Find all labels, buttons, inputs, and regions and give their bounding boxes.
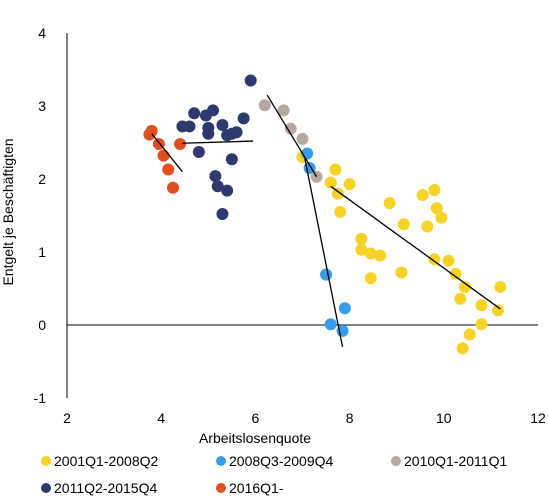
legend-marker xyxy=(41,483,51,493)
point-2011q2-2015q4 xyxy=(244,74,257,87)
legend-marker xyxy=(391,456,401,466)
legend-item-2011q2-2015q4: 2011Q2-2015Q4 xyxy=(41,480,157,496)
point-2011q2-2015q4 xyxy=(211,180,224,193)
point-2001q1-2008q2 xyxy=(430,202,443,215)
point-2011q2-2015q4 xyxy=(183,120,196,133)
y-tick-label: 4 xyxy=(38,25,46,41)
point-2001q1-2008q2 xyxy=(374,249,387,262)
point-2001q1-2008q2 xyxy=(454,292,467,305)
point-2008q3-2009q4 xyxy=(320,268,333,281)
point-2011q2-2015q4 xyxy=(230,126,243,139)
legend-item-2001q1-2008q2: 2001Q1-2008Q2 xyxy=(41,453,159,469)
trendline-2010q1-2011q1 xyxy=(266,94,318,178)
point-2011q2-2015q4 xyxy=(209,170,222,183)
legend-marker xyxy=(216,483,226,493)
legend-label: 2011Q2-2015Q4 xyxy=(54,480,157,496)
point-2016q1 xyxy=(174,137,187,150)
point-2016q1 xyxy=(162,163,175,176)
point-2001q1-2008q2 xyxy=(364,272,377,285)
point-2011q2-2015q4 xyxy=(216,118,229,131)
trendline-2011q2-2015q4 xyxy=(182,140,254,144)
x-tick-label: 4 xyxy=(157,410,165,426)
point-2016q1 xyxy=(145,124,158,137)
legend-label: 2001Q1-2008Q2 xyxy=(54,453,159,469)
point-2010q1-2011q1 xyxy=(296,132,309,145)
point-2001q1-2008q2 xyxy=(364,247,377,260)
legend-marker xyxy=(216,456,226,466)
point-2011q2-2015q4 xyxy=(237,112,250,125)
point-2001q1-2008q2 xyxy=(324,176,337,189)
y-tick-label: 2 xyxy=(38,171,46,187)
x-tick-label: 2 xyxy=(63,410,71,426)
point-2011q2-2015q4 xyxy=(192,145,205,158)
point-2011q2-2015q4 xyxy=(216,208,229,221)
legend: 2001Q1-2008Q2 2008Q3-2009Q4 2010Q1-2011Q1 2… xyxy=(41,453,507,496)
trendline-2016q1 xyxy=(151,133,183,173)
legend-label: 2008Q3-2009Q4 xyxy=(229,453,334,469)
point-2010q1-2011q1 xyxy=(284,122,297,135)
point-2001q1-2008q2 xyxy=(442,254,455,267)
point-2011q2-2015q4 xyxy=(188,107,201,120)
trendline-2001q1-2008q2 xyxy=(330,185,501,310)
point-2001q1-2008q2 xyxy=(331,187,344,200)
data-points xyxy=(143,74,507,355)
point-2001q1-2008q2 xyxy=(475,318,488,331)
point-2011q2-2015q4 xyxy=(225,153,238,166)
point-2001q1-2008q2 xyxy=(383,197,396,210)
point-2001q1-2008q2 xyxy=(494,281,507,294)
point-2001q1-2008q2 xyxy=(435,211,448,224)
y-axis-label: Entgelt je Beschäftigten xyxy=(0,138,16,285)
point-2010q1-2011q1 xyxy=(258,99,271,112)
point-2001q1-2008q2 xyxy=(449,267,462,280)
point-2001q1-2008q2 xyxy=(428,183,441,196)
point-2001q1-2008q2 xyxy=(334,205,347,218)
x-tick-label: 10 xyxy=(436,410,452,426)
point-2008q3-2009q4 xyxy=(338,302,351,315)
legend-item-2008q3-2009q4: 2008Q3-2009Q4 xyxy=(216,453,334,469)
x-tick-label: 6 xyxy=(252,410,260,426)
y-tick-label: -1 xyxy=(34,390,47,406)
trendlines xyxy=(151,94,501,348)
point-2001q1-2008q2 xyxy=(355,232,368,245)
point-2001q1-2008q2 xyxy=(463,328,476,341)
point-2008q3-2009q4 xyxy=(324,318,337,331)
point-2001q1-2008q2 xyxy=(395,266,408,279)
point-2001q1-2008q2 xyxy=(421,220,434,233)
point-2001q1-2008q2 xyxy=(475,299,488,312)
point-2001q1-2008q2 xyxy=(416,189,429,202)
legend-label: 2010Q1-2011Q1 xyxy=(404,453,507,469)
y-tick-label: 0 xyxy=(38,317,46,333)
point-2001q1-2008q2 xyxy=(397,218,410,231)
legend-item-2010q1-2011q1: 2010Q1-2011Q1 xyxy=(391,453,507,469)
x-tick-label: 8 xyxy=(346,410,354,426)
y-tick-label: 1 xyxy=(38,244,46,260)
legend-marker xyxy=(41,456,51,466)
point-2011q2-2015q4 xyxy=(207,104,220,117)
x-tick-label: 12 xyxy=(530,410,546,426)
legend-label: 2016Q1- xyxy=(229,480,284,496)
point-2011q2-2015q4 xyxy=(221,184,234,197)
trendline-2008q3-2009q4 xyxy=(304,158,344,348)
point-2016q1 xyxy=(166,181,179,194)
point-2001q1-2008q2 xyxy=(355,243,368,256)
point-2010q1-2011q1 xyxy=(277,104,290,117)
plot-area xyxy=(66,33,538,398)
point-2016q1 xyxy=(157,149,170,162)
point-2011q2-2015q4 xyxy=(202,127,215,140)
x-axis-label: Arbeitslosenquote xyxy=(199,430,311,446)
point-2001q1-2008q2 xyxy=(428,253,441,266)
point-2001q1-2008q2 xyxy=(456,342,469,355)
legend-item-2016q1: 2016Q1- xyxy=(216,480,284,496)
point-2001q1-2008q2 xyxy=(343,178,356,191)
point-2001q1-2008q2 xyxy=(491,304,504,317)
point-2001q1-2008q2 xyxy=(329,163,342,176)
point-2001q1-2008q2 xyxy=(458,281,471,294)
y-tick-label: 3 xyxy=(38,98,46,114)
